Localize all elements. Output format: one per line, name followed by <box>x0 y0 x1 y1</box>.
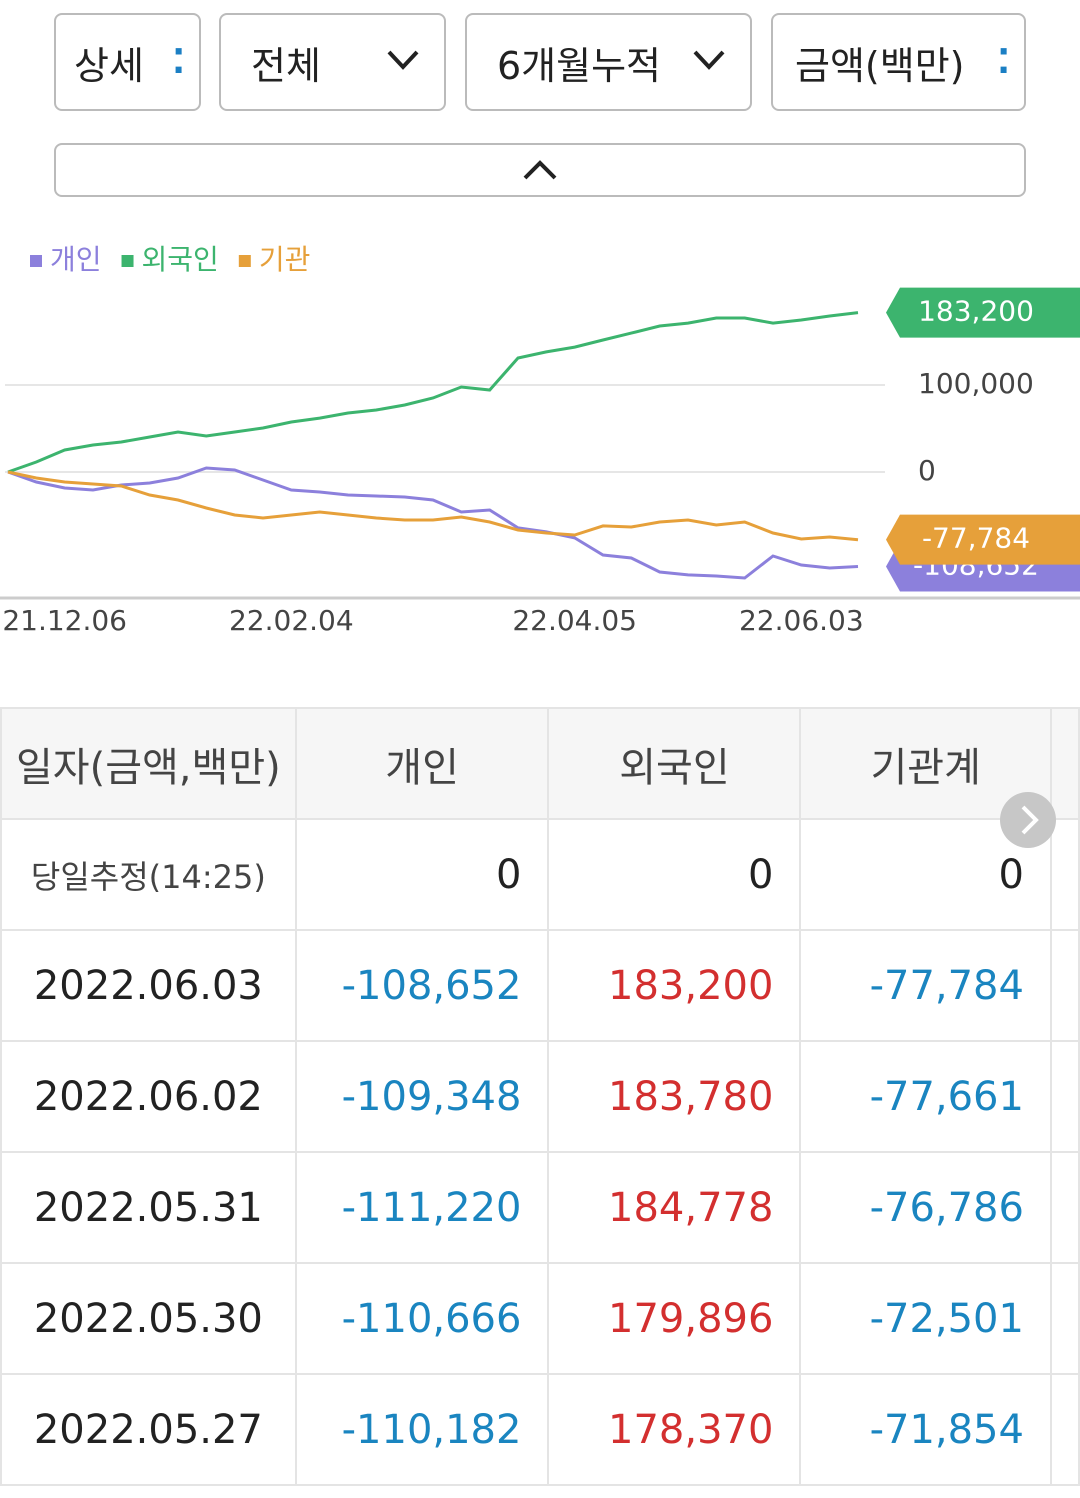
legend-label: 기관 <box>259 243 311 276</box>
value-cell: -72,501 <box>799 1262 1052 1375</box>
date-cell: 2022.05.31 <box>0 1151 297 1264</box>
cell <box>1049 818 1080 931</box>
column-header: 일자(금액,백만) <box>0 707 297 820</box>
x-tick-label: 21.12.06 <box>2 604 127 637</box>
x-tick-label: 22.02.04 <box>229 604 354 637</box>
value-cell: -109,348 <box>294 1040 550 1153</box>
period-dropdown[interactable]: 6개월누적 <box>465 13 752 111</box>
series-line <box>7 311 859 474</box>
menu-icon: ⁚ <box>997 42 1010 82</box>
table-row: 2022.06.02 -109,348 183,780 -77,661 <box>0 1040 1080 1153</box>
unit-button[interactable]: 금액(백만) ⁚ <box>771 13 1026 111</box>
value-cell: 178,370 <box>547 1373 802 1486</box>
menu-icon: ⁚ <box>172 42 185 82</box>
period-label: 6개월누적 <box>497 43 662 88</box>
collapse-button[interactable] <box>54 143 1026 197</box>
x-tick-label: 22.04.05 <box>512 604 637 637</box>
value-cell: -110,666 <box>294 1262 550 1375</box>
legend-label: 외국인 <box>142 243 219 276</box>
date-cell: 당일추정(14:25) <box>0 818 297 931</box>
legend-swatch <box>238 255 251 267</box>
cell <box>1049 1373 1080 1486</box>
y-tick-label: 100,000 <box>918 367 1034 400</box>
flag-shape <box>886 287 1080 338</box>
value-cell: 183,200 <box>547 929 802 1042</box>
value-cell: -110,182 <box>294 1373 550 1486</box>
detail-label: 상세 <box>74 43 144 88</box>
cell <box>1049 929 1080 1042</box>
value-cell: -108,652 <box>294 929 550 1042</box>
header-cell <box>1049 707 1080 820</box>
cell <box>1049 1262 1080 1375</box>
series-line <box>7 470 859 542</box>
legend-label: 개인 <box>50 243 102 276</box>
chevron-up <box>523 160 557 180</box>
table-row: 2022.05.31 -111,220 184,778 -76,786 <box>0 1151 1080 1264</box>
scope-dropdown[interactable]: 전체 <box>219 13 446 111</box>
unit-label: 금액(백만) <box>795 43 965 88</box>
chevron-down <box>693 50 725 70</box>
y-tick-label: 0 <box>918 454 936 487</box>
value-cell: 0 <box>294 818 550 931</box>
value-cell: -77,784 <box>799 929 1052 1042</box>
table-row: 2022.06.03 -108,652 183,200 -77,784 <box>0 929 1080 1042</box>
header-row: 일자(금액,백만) 개인 외국인 기관계 <box>0 707 1080 820</box>
detail-button[interactable]: 상세 ⁚ <box>54 13 201 111</box>
value-cell: -71,854 <box>799 1373 1052 1486</box>
table-row: 당일추정(14:25) 0 0 0 <box>0 818 1080 931</box>
chevron-right <box>1021 805 1039 835</box>
date-cell: 2022.05.27 <box>0 1373 297 1486</box>
date-cell: 2022.06.02 <box>0 1040 297 1153</box>
table-row: 2022.05.30 -110,666 179,896 -72,501 <box>0 1262 1080 1375</box>
value-cell: -77,661 <box>799 1040 1052 1153</box>
column-header: 개인 <box>294 707 550 820</box>
flag-label: -77,784 <box>922 522 1030 555</box>
chart: 개인 외국인 기관 0 100,000 21.12.06 22.02.04 22.04.05 2… <box>0 243 1080 637</box>
x-tick-label: 22.06.03 <box>739 604 864 637</box>
date-cell: 2022.05.30 <box>0 1262 297 1375</box>
end-flag: -77,784 <box>886 514 1080 565</box>
scroll-right-button[interactable] <box>1000 792 1056 848</box>
value-cell: 184,778 <box>547 1151 802 1264</box>
column-header: 외국인 <box>547 707 802 820</box>
value-cell: -76,786 <box>799 1151 1052 1264</box>
scope-label: 전체 <box>251 43 321 88</box>
value-cell: 0 <box>547 818 802 931</box>
date-cell: 2022.06.03 <box>0 929 297 1042</box>
legend-swatch <box>121 255 134 267</box>
chevron-down <box>387 50 419 70</box>
value-cell: 179,896 <box>547 1262 802 1375</box>
legend-swatch <box>30 255 42 267</box>
data-table: 일자(금액,백만) 개인 외국인 기관계 당일추정(14:25) 0 0 0 2022.06.… <box>0 707 1080 1486</box>
table-row: 2022.05.27 -110,182 178,370 -71,854 <box>0 1373 1080 1486</box>
series-line <box>7 466 859 580</box>
cell <box>1049 1040 1080 1153</box>
end-flag: 183,200 <box>886 287 1080 338</box>
flag-shape <box>886 514 1080 565</box>
cell <box>1049 1151 1080 1264</box>
flag-label: 183,200 <box>918 295 1034 328</box>
value-cell: -111,220 <box>294 1151 550 1264</box>
value-cell: 183,780 <box>547 1040 802 1153</box>
